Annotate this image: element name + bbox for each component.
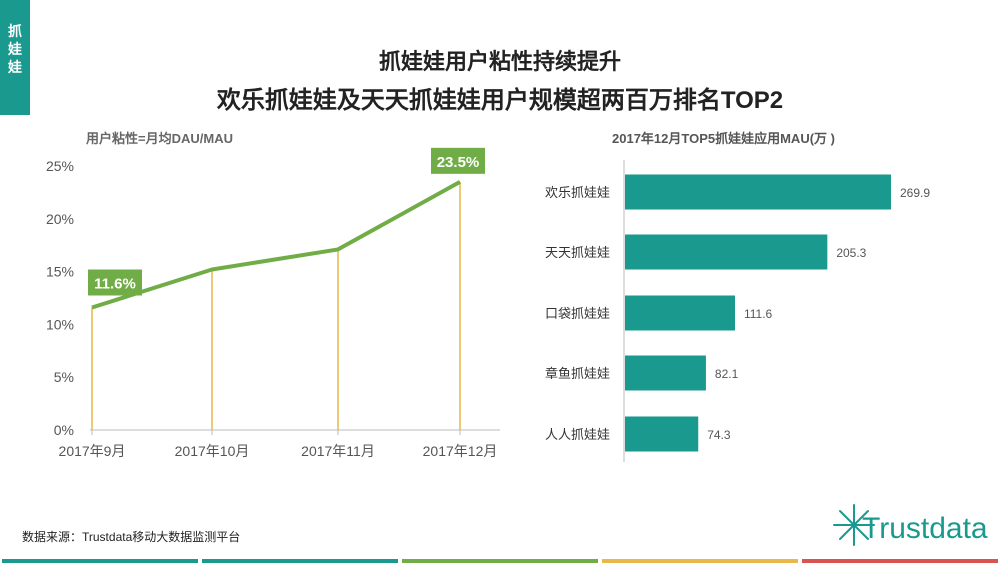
y-tick-label: 10%: [46, 316, 74, 332]
footer-segment: [2, 559, 198, 563]
title-line-1: 抓娃娃用户粘性持续提升: [378, 49, 621, 74]
y-tick-label: 5%: [54, 369, 74, 385]
bar-category-label: 欢乐抓娃娃: [545, 185, 610, 200]
bar-value-label: 82.1: [715, 367, 739, 381]
y-tick-label: 20%: [46, 211, 74, 227]
bar: [625, 174, 891, 210]
bar-value-label: 269.9: [900, 186, 930, 200]
bar-value-label: 74.3: [707, 428, 731, 442]
y-tick-label: 25%: [46, 158, 74, 174]
data-label: 23.5%: [437, 154, 480, 171]
data-label: 11.6%: [94, 276, 136, 293]
footer-segment: [202, 559, 398, 563]
series-line: [91, 180, 461, 310]
bar-category-label: 天天抓娃娃: [545, 245, 610, 260]
data-label-box: [88, 269, 142, 296]
bar-value-label: 205.3: [836, 246, 866, 260]
x-tick-label: 2017年12月: [423, 443, 498, 459]
x-tick-label: 2017年11月: [301, 443, 375, 459]
side-tab: 抓 娃 娃: [0, 0, 30, 115]
bar: [625, 416, 699, 452]
bar: [625, 355, 706, 391]
footer-segment: [402, 559, 598, 563]
bar-value-label: 111.6: [744, 307, 773, 321]
side-tab-label: 抓 娃 娃: [8, 23, 22, 75]
title-line-2: 欢乐抓娃娃及天天抓娃娃用户规模超两百万排名TOP2: [216, 87, 784, 114]
y-tick-label: 0%: [54, 422, 74, 438]
trustdata-logo-text: Trustdata: [862, 512, 988, 545]
bar-category-label: 口袋抓娃娃: [545, 306, 610, 321]
bar: [625, 234, 828, 270]
x-tick-label: 2017年9月: [59, 443, 126, 459]
footer-segment: [602, 559, 798, 563]
line-chart-title: 用户粘性=月均DAU/MAU: [86, 131, 233, 146]
data-label-box: [431, 147, 485, 174]
bar-category-label: 人人抓娃娃: [545, 427, 610, 442]
footer-segment: [802, 559, 998, 563]
bar-chart-title: 2017年12月TOP5抓娃娃应用MAU(万 ): [612, 131, 835, 146]
trustdata-logo-icon: [833, 504, 875, 546]
bar-category-label: 章鱼抓娃娃: [545, 366, 610, 381]
source-note: 数据来源：Trustdata移动大数据监测平台: [22, 530, 241, 544]
x-tick-label: 2017年10月: [175, 443, 250, 459]
bar: [625, 295, 735, 331]
y-tick-label: 15%: [46, 264, 74, 280]
